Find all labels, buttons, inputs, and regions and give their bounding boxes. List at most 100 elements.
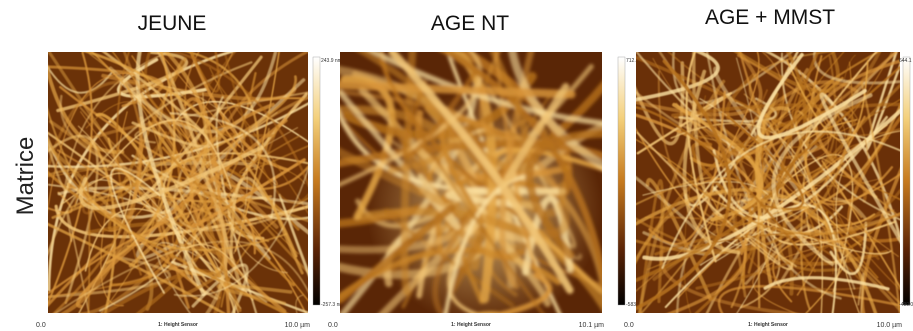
fiber — [86, 221, 206, 313]
fiber — [48, 52, 93, 305]
fiber — [717, 285, 900, 313]
fiber — [173, 167, 308, 297]
fiber — [106, 119, 232, 189]
fiber — [785, 70, 846, 176]
fiber — [636, 52, 720, 102]
fiber — [388, 112, 539, 261]
fiber — [48, 141, 69, 192]
fiber — [522, 195, 574, 276]
fiber — [860, 167, 900, 313]
fiber — [636, 191, 900, 312]
fiber — [648, 90, 726, 246]
fiber — [48, 72, 136, 212]
fiber — [697, 134, 880, 260]
fiber — [60, 116, 144, 313]
fiber — [832, 196, 867, 220]
axis-label: 1: Height Sensor — [451, 322, 491, 328]
fiber — [173, 133, 308, 232]
fiber — [56, 100, 197, 201]
fiber — [813, 52, 900, 85]
fiber — [183, 52, 260, 157]
fiber — [155, 84, 248, 255]
fiber — [857, 272, 865, 313]
fiber — [78, 145, 264, 211]
axis-label: 1: Height Sensor — [748, 322, 788, 328]
fiber — [847, 115, 900, 243]
fiber — [636, 59, 732, 311]
fiber — [48, 134, 99, 305]
panel-title: AGE + MMST — [705, 6, 835, 29]
fiber — [171, 52, 308, 188]
fiber — [723, 99, 809, 161]
fiber — [695, 232, 821, 288]
fiber — [48, 107, 288, 252]
fiber — [108, 66, 228, 313]
fiber — [48, 183, 185, 312]
fiber — [340, 75, 396, 221]
fiber — [667, 160, 900, 236]
fiber — [763, 276, 890, 291]
fiber — [88, 53, 163, 313]
fiber — [357, 52, 456, 174]
fiber — [189, 52, 221, 93]
fiber — [191, 158, 306, 228]
fiber — [646, 316, 845, 331]
fiber — [388, 52, 574, 294]
fiber — [100, 269, 223, 313]
fiber — [829, 221, 868, 275]
axis-start: 0.0 — [36, 322, 46, 329]
fiber — [776, 173, 899, 257]
fiber — [764, 52, 900, 243]
fiber — [478, 52, 520, 140]
fiber — [819, 92, 900, 244]
axis-start: 0.0 — [328, 322, 338, 329]
fiber — [48, 243, 115, 308]
fiber — [748, 52, 834, 113]
fiber — [83, 52, 298, 258]
fiber — [161, 146, 296, 287]
fiber — [295, 294, 304, 313]
fiber — [78, 95, 308, 299]
panel-title: AGE NT — [431, 12, 509, 35]
fiber — [48, 131, 167, 202]
panel-title: JEUNE — [138, 12, 207, 35]
fiber — [383, 208, 515, 308]
fiber — [771, 93, 873, 266]
fiber — [525, 129, 602, 260]
fiber — [713, 52, 899, 156]
fiber — [202, 191, 250, 313]
fiber — [164, 67, 236, 138]
fiber — [661, 130, 900, 269]
fiber — [340, 203, 456, 304]
fiber — [636, 127, 853, 255]
axis-end: 10.0 µm — [285, 322, 311, 329]
axis-end: 10.1 µm — [579, 322, 605, 329]
fiber — [169, 112, 276, 219]
fiber — [189, 52, 290, 172]
fiber — [685, 52, 717, 263]
fiber — [498, 52, 535, 290]
afm-image — [48, 52, 308, 313]
axis-label: 1: Height Sensor — [158, 322, 198, 328]
fiber — [122, 52, 257, 238]
fiber — [637, 79, 726, 313]
fiber — [760, 153, 854, 293]
colorbar — [617, 56, 626, 306]
fibers — [636, 52, 900, 331]
fiber — [229, 176, 268, 259]
colorbar-min: -490.0 nm — [899, 302, 913, 308]
fiber — [224, 54, 308, 204]
fiber — [48, 65, 113, 94]
fiber — [48, 206, 256, 295]
fiber — [75, 118, 288, 309]
fiber — [340, 74, 480, 313]
colorbar-max: 243.9 nm — [321, 58, 342, 64]
colorbar-max: 644.1 nm — [899, 58, 913, 64]
fiber — [636, 52, 807, 283]
fiber — [810, 85, 869, 166]
fibers — [48, 52, 308, 313]
fiber — [757, 120, 775, 309]
fiber — [340, 147, 570, 239]
